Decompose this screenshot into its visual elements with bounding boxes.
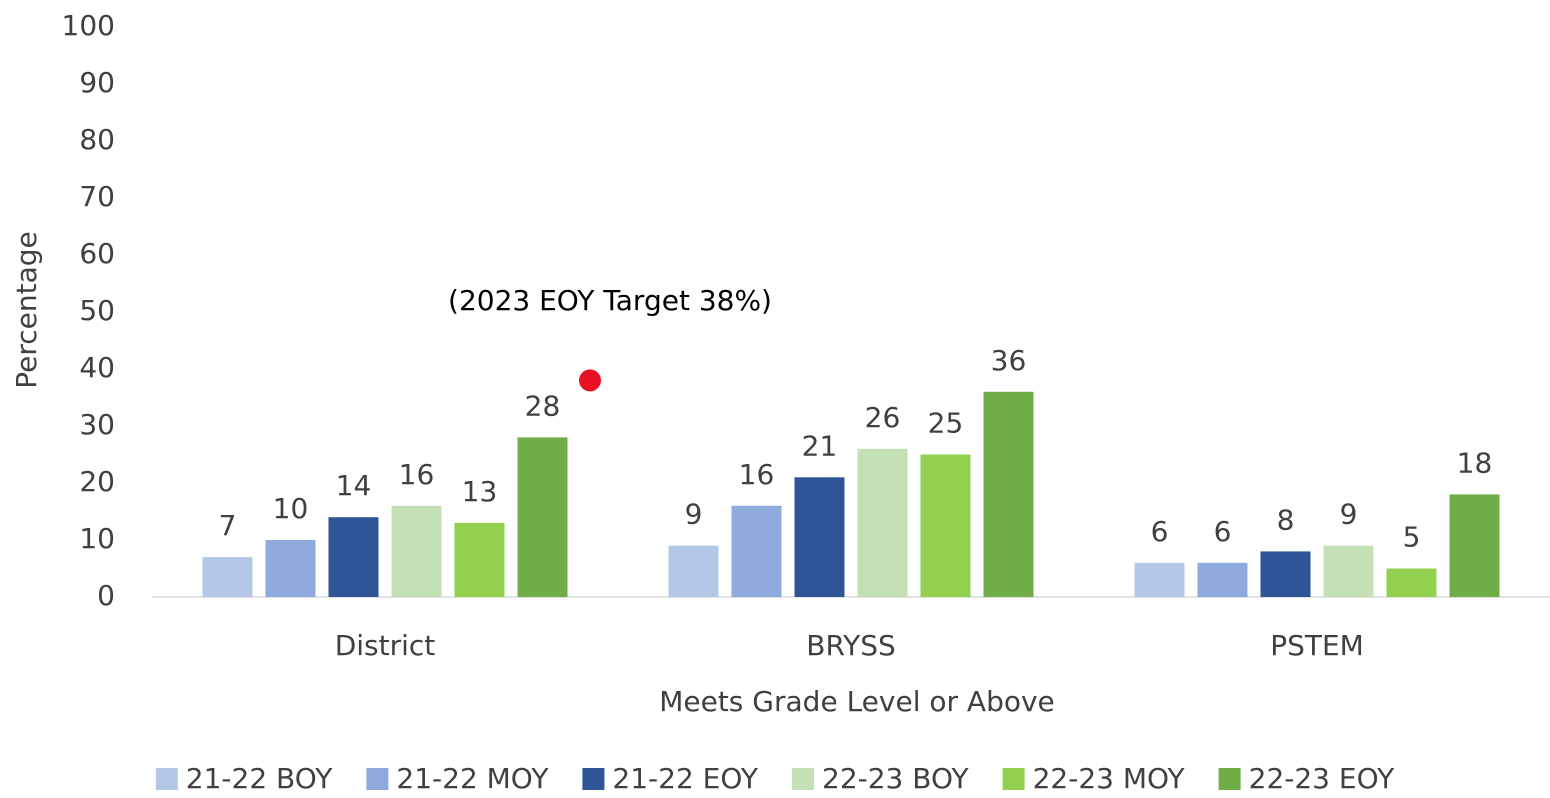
x-tick-label: BRYSS: [806, 629, 896, 662]
legend-swatch: [1218, 768, 1241, 790]
data-label: 7: [219, 509, 237, 542]
data-label: 21: [802, 429, 838, 462]
bar: [202, 557, 253, 597]
x-tick-label: District: [335, 629, 436, 662]
data-label: 26: [865, 401, 901, 434]
bar: [1323, 545, 1374, 597]
bar: [668, 545, 719, 597]
y-axis-title: Percentage: [10, 231, 43, 389]
data-label: 18: [1457, 446, 1493, 479]
legend-swatch: [155, 768, 178, 790]
y-tick-label: 50: [79, 294, 115, 327]
legend-label: 21-22 EOY: [612, 762, 758, 795]
bar: [731, 505, 782, 597]
bar: [454, 522, 505, 597]
bar: [1134, 562, 1185, 597]
legend-label: 22-23 MOY: [1033, 762, 1186, 795]
data-label: 13: [462, 475, 498, 508]
data-label: 16: [399, 458, 435, 491]
data-label: 9: [1340, 498, 1358, 531]
y-tick-label: 80: [79, 123, 115, 156]
data-label: 8: [1277, 503, 1295, 536]
data-label: 16: [739, 458, 775, 491]
target-marker: [579, 369, 601, 392]
y-tick-label: 40: [79, 351, 115, 384]
y-tick-label: 10: [79, 522, 115, 555]
bar: [265, 540, 316, 597]
legend-swatch: [1002, 768, 1025, 790]
data-label: 5: [1403, 521, 1421, 554]
y-tick-label: 100: [62, 9, 115, 42]
data-label: 25: [928, 407, 964, 440]
y-tick-label: 60: [79, 237, 115, 270]
annotation: (2023 EOY Target 38%): [448, 284, 772, 317]
x-tick-label: PSTEM: [1270, 629, 1364, 662]
bar: [983, 391, 1034, 597]
bar: [328, 517, 379, 597]
data-label: 10: [273, 492, 309, 525]
data-label: 9: [685, 498, 703, 531]
bar: [517, 437, 568, 597]
legend-label: 21-22 BOY: [186, 762, 333, 795]
bar: [1386, 568, 1437, 597]
data-label: 6: [1151, 515, 1169, 548]
legend-label: 22-23 BOY: [822, 762, 969, 795]
y-tick-label: 70: [79, 180, 115, 213]
data-label: 14: [336, 469, 372, 502]
bar: [857, 448, 908, 597]
data-label: 36: [991, 344, 1027, 377]
y-tick-label: 0: [97, 579, 115, 612]
bar: [391, 505, 442, 597]
bar: [794, 477, 845, 597]
legend-label: 21-22 MOY: [396, 762, 549, 795]
y-tick-label: 20: [79, 465, 115, 498]
bar: [1260, 551, 1311, 597]
data-label: 28: [525, 389, 561, 422]
legend-swatch: [366, 768, 389, 790]
legend-swatch: [792, 768, 814, 790]
y-tick-label: 30: [79, 408, 115, 441]
bar: [920, 454, 971, 597]
y-tick-label: 90: [79, 66, 115, 99]
bar: [1449, 494, 1500, 597]
bar: [1197, 562, 1248, 597]
data-label: 6: [1214, 515, 1232, 548]
legend-swatch: [582, 768, 605, 790]
legend-label: 22-23 EOY: [1249, 762, 1395, 795]
x-axis-title: Meets Grade Level or Above: [659, 685, 1055, 718]
